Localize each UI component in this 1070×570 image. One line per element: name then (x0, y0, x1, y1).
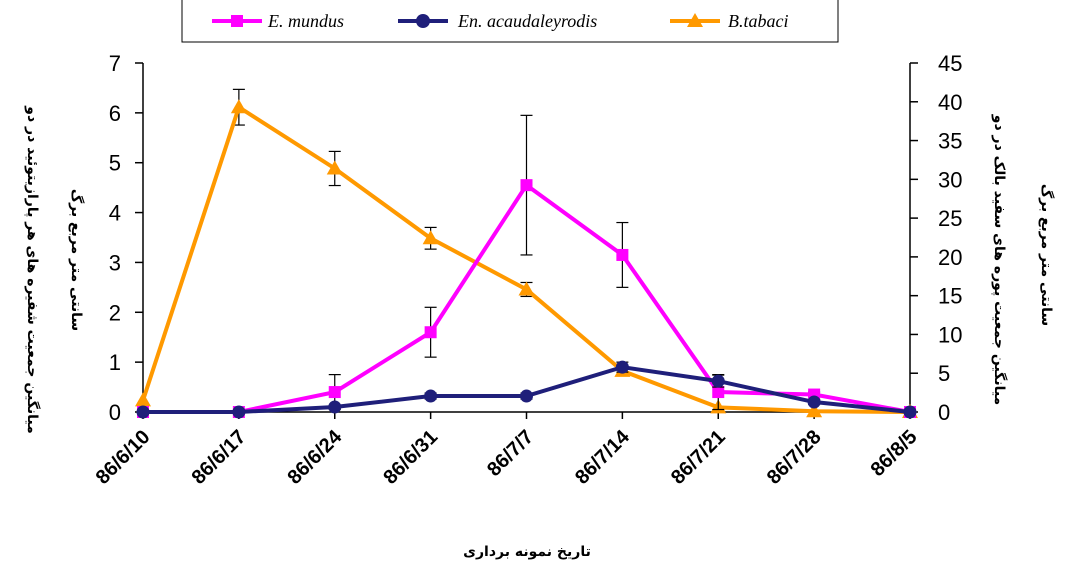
legend-label-b-tabaci: B.tabaci (728, 11, 789, 31)
legend-label-e-mundus: E. mundus (267, 11, 344, 31)
right-y-axis-title-line2: سانتی متر مربع برگ (1038, 184, 1055, 326)
data-point-e-mundus (712, 386, 725, 399)
data-point-en-acaudaleyrodis (232, 405, 246, 419)
data-point-en-acaudaleyrodis (136, 405, 150, 419)
x-tick-label: 86/6/31 (379, 426, 442, 489)
legend-frame (181, 0, 839, 43)
x-tick-label: 86/6/24 (284, 425, 347, 488)
right-y-tick-label: 45 (938, 51, 962, 76)
legend-entry-en-acaudaleyrodis: En. acaudaleyrodis (398, 11, 597, 31)
x-tick-label: 86/7/7 (483, 426, 538, 481)
legend-entry-e-mundus: E. mundus (212, 11, 344, 31)
legend-marker-en-acaudaleyrodis (416, 14, 430, 28)
series-e-mundus (137, 114, 916, 418)
data-point-e-mundus (328, 386, 341, 399)
right-y-tick-label: 25 (938, 206, 962, 231)
data-point-b-tabaci (135, 392, 151, 407)
left-y-tick-label: 2 (109, 300, 121, 325)
x-ticks: 86/6/10 86/6/17 86/6/24 86/6/31 86/7/7 86/7/1… (92, 412, 922, 489)
legend-marker-b-tabaci (687, 13, 703, 27)
data-point-en-acaudaleyrodis (520, 389, 533, 403)
x-tick-label: 86/7/14 (571, 425, 634, 488)
left-y-tick-label: 5 (109, 151, 121, 176)
left-y-tick-label: 4 (109, 201, 121, 226)
legend-marker-e-mundus (231, 15, 243, 27)
legend-label-en-acaudaleyrodis: En. acaudaleyrodis (457, 11, 597, 31)
data-point-e-mundus (424, 326, 437, 339)
data-point-en-acaudaleyrodis (615, 360, 629, 374)
right-y-tick-label: 35 (938, 129, 962, 154)
right-y-tick-label: 5 (938, 361, 950, 386)
right-y-tick-label: 0 (938, 400, 950, 425)
data-point-en-acaudaleyrodis (711, 374, 725, 388)
legend-entry-b-tabaci: B.tabaci (670, 11, 789, 31)
right-y-tick-label: 40 (938, 90, 962, 115)
right-y-tick-label: 10 (938, 322, 962, 347)
left-y-axis-title-line2: سانتی متر مربع برگ (68, 189, 85, 331)
x-tick-label: 86/7/28 (763, 426, 826, 489)
x-tick-label: 86/7/21 (667, 426, 730, 489)
data-point-e-mundus (520, 179, 533, 192)
data-point-b-tabaci (326, 160, 343, 175)
data-point-en-acaudaleyrodis (903, 405, 917, 419)
x-tick-label: 86/6/10 (92, 426, 155, 489)
legend: E. mundus En. acaudaleyrodis B.tabaci (181, 0, 839, 43)
left-y-tick-label: 3 (109, 250, 121, 275)
data-point-en-acaudaleyrodis (807, 395, 821, 409)
series-layer (135, 88, 918, 419)
x-tick-label: 86/6/17 (188, 426, 251, 489)
series-en-acaudaleyrodis (136, 360, 917, 419)
x-axis-title: تاریخ نمونه برداری (463, 544, 591, 560)
left-y-tick-label: 1 (109, 350, 121, 375)
data-point-b-tabaci (422, 230, 439, 245)
right-y-axis-title-line1: میانگین جمعیت پوره های سفید بالک در دو (991, 114, 1008, 405)
left-y-tick-label: 0 (109, 400, 121, 425)
right-y-tick-label: 20 (938, 245, 962, 270)
right-y-tick-label: 30 (938, 167, 962, 192)
right-y-ticks: 0 5 10 15 20 25 30 35 40 45 (910, 51, 962, 425)
x-tick-label: 86/8/5 (867, 426, 922, 481)
left-y-tick-label: 7 (109, 51, 121, 76)
data-point-b-tabaci (518, 281, 535, 296)
right-y-tick-label: 15 (938, 284, 962, 309)
left-y-axis-title-line1: میانگین جمعیت شفیره های هر پارازیتوئید د… (24, 105, 41, 434)
data-point-en-acaudaleyrodis (328, 400, 342, 414)
left-y-ticks: 0 1 2 3 4 5 6 7 (109, 51, 143, 425)
data-point-e-mundus (616, 248, 629, 261)
data-point-b-tabaci (230, 99, 247, 114)
left-y-tick-label: 6 (109, 101, 121, 126)
data-point-b-tabaci (806, 403, 823, 418)
data-point-en-acaudaleyrodis (424, 389, 438, 403)
